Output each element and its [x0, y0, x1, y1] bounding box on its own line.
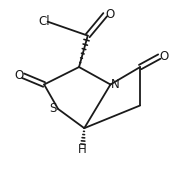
Text: N: N: [110, 78, 119, 91]
Text: O: O: [105, 8, 115, 21]
Text: O: O: [14, 69, 23, 82]
Text: O: O: [159, 50, 168, 63]
Text: Cl: Cl: [38, 15, 50, 28]
Text: H: H: [78, 143, 87, 156]
Text: S: S: [49, 102, 57, 115]
